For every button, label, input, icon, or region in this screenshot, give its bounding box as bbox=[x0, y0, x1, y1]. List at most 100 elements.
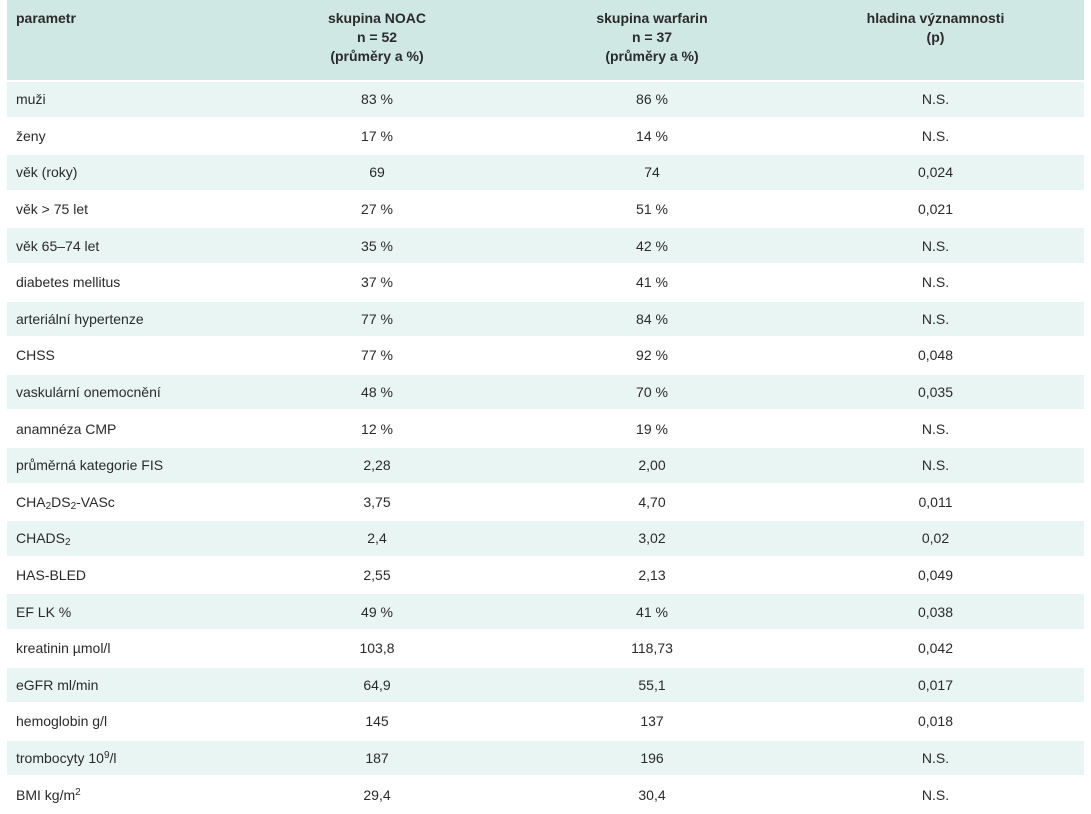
cell-warfarin: 2,00 bbox=[638, 457, 666, 474]
cell-p-value: 0,017 bbox=[917, 676, 954, 693]
cell-warfarin: 41 % bbox=[636, 603, 668, 620]
cell-p-value: N.S. bbox=[921, 420, 950, 437]
cell-noac: 2,4 bbox=[367, 530, 387, 547]
cell-parametr: anamnéza CMP bbox=[16, 420, 117, 437]
cell-noac: 35 % bbox=[361, 237, 393, 254]
table-row: CHA2DS2-VASc 3,75 4,70 0,011 bbox=[7, 484, 1084, 522]
cell-p-value: 0,049 bbox=[917, 567, 954, 584]
cell-parametr: arteriální hypertenze bbox=[16, 310, 144, 327]
param-text: -VASc bbox=[76, 493, 115, 510]
cell-warfarin: 3,02 bbox=[638, 530, 666, 547]
cell-p-value: N.S. bbox=[921, 786, 950, 803]
cell-noac: 103,8 bbox=[359, 640, 395, 657]
table-row: věk > 75 let 27 % 51 % 0,021 bbox=[7, 191, 1084, 229]
header-noac-line3: (průměry a %) bbox=[330, 48, 424, 64]
table-row: BMI kg/m2 29,4 30,4 N.S. bbox=[7, 777, 1084, 814]
cell-noac: 49 % bbox=[361, 603, 393, 620]
param-subscript: 2 bbox=[70, 500, 77, 512]
table-row: vaskulární onemocnění 48 % 70 % 0,035 bbox=[7, 374, 1084, 412]
param-text: BMI kg/m bbox=[16, 786, 76, 803]
table-header-row: parametr skupina NOAC n = 52 (průměry a … bbox=[7, 0, 1084, 82]
cell-warfarin: 2,13 bbox=[638, 567, 666, 584]
cell-parametr: CHA2DS2-VASc bbox=[7, 493, 237, 512]
table-row: trombocyty 109/l 187 196 N.S. bbox=[7, 740, 1084, 778]
cell-warfarin: 92 % bbox=[636, 347, 668, 364]
param-text: DS bbox=[51, 493, 71, 510]
cell-p-value: 0,02 bbox=[921, 530, 950, 547]
table-row: HAS-BLED 2,55 2,13 0,049 bbox=[7, 557, 1084, 595]
param-superscript: 2 bbox=[75, 786, 81, 798]
table-row: arteriální hypertenze 77 % 84 % N.S. bbox=[7, 301, 1084, 339]
table-row: věk (roky) 69 74 0,024 bbox=[7, 155, 1084, 192]
cell-warfarin: 118,73 bbox=[631, 640, 673, 657]
cell-p-value: N.S. bbox=[921, 310, 950, 327]
cell-p-value: 0,048 bbox=[917, 347, 954, 364]
cell-noac: 17 % bbox=[361, 127, 393, 144]
cell-noac: 48 % bbox=[361, 384, 393, 401]
cell-noac: 2,28 bbox=[363, 457, 391, 474]
header-noac-line1: skupina NOAC bbox=[327, 10, 426, 26]
table-row: CHSS 77 % 92 % 0,048 bbox=[7, 338, 1084, 375]
cell-parametr: trombocyty 109/l bbox=[7, 749, 237, 767]
cell-parametr: CHSS bbox=[16, 347, 55, 364]
cell-parametr: ženy bbox=[16, 127, 46, 144]
cell-p-value: 0,035 bbox=[917, 384, 954, 401]
cell-warfarin: 4,70 bbox=[638, 493, 666, 510]
cell-noac: 77 % bbox=[361, 347, 393, 364]
param-subscript: 2 bbox=[65, 537, 71, 549]
cell-parametr: BMI kg/m2 bbox=[7, 786, 237, 804]
cell-noac: 37 % bbox=[361, 274, 393, 291]
table-row: hemoglobin g/l 145 137 0,018 bbox=[7, 704, 1084, 741]
header-p-value: hladina významnosti (p) bbox=[787, 0, 1084, 47]
cell-p-value: 0,021 bbox=[917, 201, 954, 218]
cell-warfarin: 86 % bbox=[636, 91, 668, 108]
table-row: ženy 17 % 14 % N.S. bbox=[7, 118, 1084, 156]
cell-p-value: N.S. bbox=[921, 237, 950, 254]
cell-p-value: N.S. bbox=[921, 127, 950, 144]
cell-p-value: 0,038 bbox=[917, 603, 954, 620]
cell-warfarin: 84 % bbox=[636, 310, 668, 327]
cell-noac: 187 bbox=[365, 749, 389, 766]
cell-noac: 3,75 bbox=[363, 493, 391, 510]
cell-noac: 12 % bbox=[361, 420, 393, 437]
cell-warfarin: 30,4 bbox=[638, 786, 666, 803]
table-row: eGFR ml/min 64,9 55,1 0,017 bbox=[7, 667, 1084, 705]
table-row: muži 83 % 86 % N.S. bbox=[7, 82, 1084, 119]
cell-parametr: HAS-BLED bbox=[16, 567, 87, 584]
header-noac-line2: n = 52 bbox=[356, 29, 398, 45]
cell-p-value: N.S. bbox=[921, 457, 950, 474]
cell-parametr: věk (roky) bbox=[16, 164, 78, 181]
table-row: anamnéza CMP 12 % 19 % N.S. bbox=[7, 411, 1084, 448]
cell-noac: 145 bbox=[365, 713, 389, 730]
cell-parametr: eGFR ml/min bbox=[16, 676, 99, 693]
param-text: /l bbox=[109, 749, 117, 766]
cell-warfarin: 55,1 bbox=[638, 676, 666, 693]
cell-p-value: N.S. bbox=[921, 749, 950, 766]
cell-parametr: věk 65–74 let bbox=[16, 237, 100, 254]
cell-warfarin: 196 bbox=[640, 749, 664, 766]
cell-parametr: CHADS2 bbox=[7, 529, 237, 549]
cell-parametr: kreatinin µmol/l bbox=[16, 640, 111, 657]
cell-noac: 64,9 bbox=[363, 676, 391, 693]
header-noac: skupina NOAC n = 52 (průměry a %) bbox=[237, 0, 517, 66]
table-row: průměrná kategorie FIS 2,28 2,00 N.S. bbox=[7, 447, 1084, 485]
param-text: CHA bbox=[16, 493, 46, 510]
cell-parametr: vaskulární onemocnění bbox=[16, 384, 161, 401]
header-warfarin-line2: n = 37 bbox=[631, 29, 673, 45]
param-subscript: 2 bbox=[45, 500, 52, 512]
header-warfarin-line1: skupina warfarin bbox=[596, 10, 708, 26]
cell-parametr: hemoglobin g/l bbox=[16, 713, 108, 730]
header-p-line1: hladina významnosti bbox=[866, 10, 1005, 26]
cell-p-value: 0,011 bbox=[918, 493, 953, 510]
cell-warfarin: 41 % bbox=[636, 274, 668, 291]
cell-noac: 77 % bbox=[361, 310, 393, 327]
cell-parametr: průměrná kategorie FIS bbox=[16, 457, 164, 474]
cell-noac: 29,4 bbox=[363, 786, 391, 803]
cell-noac: 2,55 bbox=[363, 567, 391, 584]
cell-noac: 83 % bbox=[361, 91, 393, 108]
table-row: EF LK % 49 % 41 % 0,038 bbox=[7, 594, 1084, 631]
cell-p-value: 0,024 bbox=[917, 164, 954, 181]
cell-p-value: N.S. bbox=[921, 91, 950, 108]
param-superscript: 9 bbox=[103, 749, 110, 761]
cell-parametr: muži bbox=[16, 91, 46, 108]
